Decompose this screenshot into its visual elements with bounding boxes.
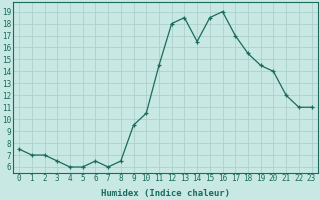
- X-axis label: Humidex (Indice chaleur): Humidex (Indice chaleur): [101, 189, 230, 198]
